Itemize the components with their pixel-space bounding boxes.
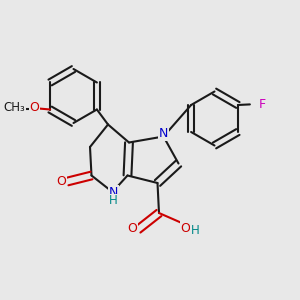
- Text: N: N: [109, 186, 118, 199]
- Text: CH₃: CH₃: [4, 101, 26, 114]
- Text: F: F: [258, 98, 266, 111]
- Text: O: O: [127, 222, 137, 235]
- Text: H: H: [109, 194, 118, 208]
- Text: O: O: [57, 175, 66, 188]
- Text: O: O: [30, 101, 40, 114]
- Text: N: N: [159, 127, 168, 140]
- Text: O: O: [181, 221, 190, 235]
- Text: H: H: [191, 224, 200, 237]
